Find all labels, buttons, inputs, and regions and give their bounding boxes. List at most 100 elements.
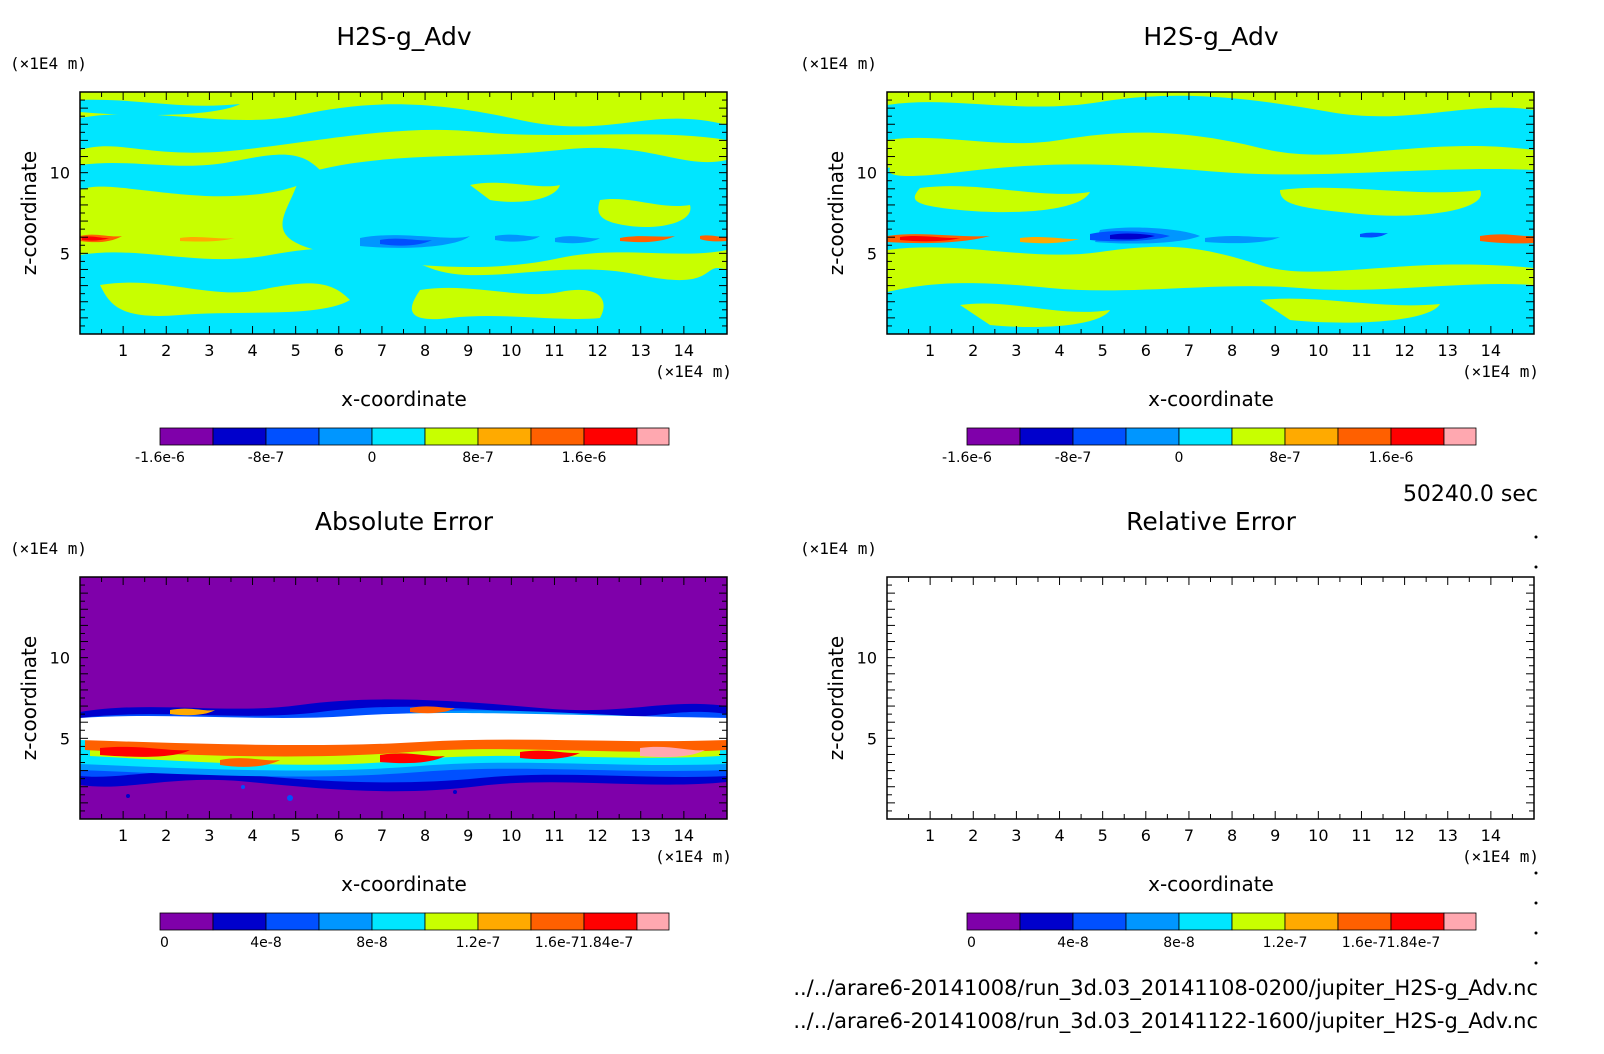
x-tick-label: 5 bbox=[291, 341, 301, 360]
x-tick-label: 7 bbox=[1184, 341, 1194, 360]
x-tick-label: 7 bbox=[1184, 826, 1194, 845]
x-tick-label: 1 bbox=[118, 341, 128, 360]
colorbar-swatch bbox=[318, 427, 373, 446]
x-tick-label: 11 bbox=[1351, 826, 1371, 845]
colorbar-swatch bbox=[212, 427, 267, 446]
colorbar-swatch bbox=[265, 427, 320, 446]
colorbar-tick-label: 8e-8 bbox=[1163, 935, 1194, 951]
y-tick-label: 5 bbox=[867, 729, 877, 748]
colorbar-tick-label: -8e-7 bbox=[1055, 450, 1092, 466]
x-tick-label: 6 bbox=[334, 341, 344, 360]
panel-h2s-adv-2: H2S-g_Adv (×1E4 m) 1 2 3 4 5 6 7 8 9 10 11 12 13 14 5… bbox=[800, 22, 1539, 466]
colorbar-swatch bbox=[583, 427, 638, 446]
x-tick-label: 2 bbox=[161, 826, 171, 845]
colorbar-swatch bbox=[1284, 427, 1339, 446]
y-axis-label: z-coordinate bbox=[824, 636, 848, 760]
colorbar-swatch bbox=[424, 912, 479, 931]
x-tick-label: 13 bbox=[631, 826, 651, 845]
colorbar-swatch bbox=[1019, 912, 1074, 931]
colorbar-swatch bbox=[530, 427, 585, 446]
colorbar-swatch bbox=[1390, 912, 1445, 931]
x-axis-label: x-coordinate bbox=[341, 387, 467, 411]
x-tick-label: 3 bbox=[204, 341, 214, 360]
colorbar-swatch bbox=[477, 912, 532, 931]
x-tick-label: 14 bbox=[1481, 826, 1501, 845]
colorbar-tick-label: 8e-7 bbox=[462, 450, 493, 466]
x-tick-label: 9 bbox=[1270, 826, 1280, 845]
x-tick-label: 7 bbox=[377, 341, 387, 360]
x-tick-label: 12 bbox=[1394, 826, 1414, 845]
x-tick-label: 11 bbox=[544, 341, 564, 360]
colorbar-tick-label: -8e-7 bbox=[248, 450, 285, 466]
x-axis-label: x-coordinate bbox=[1148, 387, 1274, 411]
x-ticks: 1 2 3 4 5 6 7 8 9 10 11 12 13 14 bbox=[101, 577, 706, 845]
y-axis-label: z-coordinate bbox=[17, 151, 41, 275]
x-tick-label: 2 bbox=[968, 826, 978, 845]
colorbar-swatch bbox=[1125, 912, 1180, 931]
x-tick-label: 13 bbox=[1438, 341, 1458, 360]
colorbar-swatch bbox=[966, 912, 1021, 931]
colorbar-swatch bbox=[1125, 427, 1180, 446]
colorbar-tick-label: 1.6e-71.84e-7 bbox=[1342, 935, 1441, 951]
y-axis-label: z-coordinate bbox=[17, 636, 41, 760]
colorbar-swatch bbox=[371, 427, 426, 446]
colorbar-tick-label: 1.6e-71.84e-7 bbox=[535, 935, 634, 951]
y-unit-label: (×1E4 m) bbox=[800, 539, 877, 558]
colorbar-swatch bbox=[424, 427, 479, 446]
colorbar-swatch bbox=[477, 427, 532, 446]
colorbar-swatch bbox=[1231, 912, 1286, 931]
x-tick-label: 6 bbox=[1141, 341, 1151, 360]
colorbar-tick-label: 0 bbox=[967, 935, 976, 951]
x-tick-label: 4 bbox=[247, 826, 257, 845]
x-tick-label: 9 bbox=[463, 341, 473, 360]
y-tick-label: 5 bbox=[60, 244, 70, 263]
colorbar-tick-label: 0 bbox=[368, 450, 377, 466]
panel-relative-error: Relative Error (×1E4 m) 1 2 3 4 5 6 7 8 9 10 11 12 1… bbox=[800, 507, 1539, 951]
x-tick-label: 3 bbox=[1011, 826, 1021, 845]
y-tick-label: 10 bbox=[50, 649, 70, 668]
x-tick-label: 7 bbox=[377, 826, 387, 845]
colorbar-swatch bbox=[1019, 427, 1074, 446]
colorbar-swatch bbox=[1390, 427, 1445, 446]
colorbar-tick-label: 4e-8 bbox=[1057, 935, 1088, 951]
panel-title: H2S-g_Adv bbox=[1143, 22, 1278, 51]
colorbar-swatch bbox=[636, 427, 670, 446]
x-tick-label: 11 bbox=[544, 826, 564, 845]
y-unit-label: (×1E4 m) bbox=[800, 54, 877, 73]
panel-absolute-error: Absolute Error (×1E4 m) bbox=[10, 507, 732, 951]
colorbar: 0 4e-8 8e-8 1.2e-7 1.6e-71.84e-7 bbox=[159, 912, 670, 951]
x-tick-label: 10 bbox=[1308, 826, 1328, 845]
y-ticks: 5 10 bbox=[857, 584, 1534, 812]
colorbar-swatch bbox=[265, 912, 320, 931]
x-tick-label: 13 bbox=[631, 341, 651, 360]
x-tick-label: 4 bbox=[1054, 341, 1064, 360]
x-tick-label: 4 bbox=[247, 341, 257, 360]
x-tick-label: 1 bbox=[118, 826, 128, 845]
x-tick-label: 2 bbox=[968, 341, 978, 360]
x-tick-label: 8 bbox=[1227, 826, 1237, 845]
colorbar-swatch bbox=[1072, 912, 1127, 931]
timestamp-label: 50240.0 sec bbox=[1403, 482, 1538, 507]
x-unit-label: (×1E4 m) bbox=[655, 362, 732, 381]
x-tick-label: 5 bbox=[1098, 341, 1108, 360]
file-path-1: ../../arare6-20141008/run_3d.03_20141108… bbox=[793, 976, 1538, 1001]
colorbar: 0 4e-8 8e-8 1.2e-7 1.6e-71.84e-7 bbox=[966, 912, 1477, 951]
x-tick-label: 12 bbox=[587, 341, 607, 360]
colorbar-swatch bbox=[1178, 427, 1233, 446]
panel-title: Relative Error bbox=[1126, 507, 1296, 536]
colorbar-swatch bbox=[966, 427, 1021, 446]
x-tick-label: 2 bbox=[161, 341, 171, 360]
y-tick-label: 10 bbox=[857, 649, 877, 668]
x-ticks: 1 2 3 4 5 6 7 8 9 10 11 12 13 14 bbox=[908, 92, 1513, 360]
x-tick-label: 10 bbox=[501, 341, 521, 360]
colorbar-tick-label: 1.6e-6 bbox=[562, 450, 607, 466]
panel-title: Absolute Error bbox=[315, 507, 494, 536]
colorbar: -1.6e-6 -8e-7 0 8e-7 1.6e-6 bbox=[942, 427, 1477, 466]
y-axis-label: z-coordinate bbox=[824, 151, 848, 275]
colorbar-tick-label: -1.6e-6 bbox=[135, 450, 185, 466]
x-ticks: 1 2 3 4 5 6 7 8 9 10 11 12 13 14 bbox=[101, 92, 706, 360]
x-unit-label: (×1E4 m) bbox=[1462, 847, 1539, 866]
colorbar-tick-label: 1.6e-6 bbox=[1369, 450, 1414, 466]
colorbar-swatch bbox=[1337, 427, 1392, 446]
